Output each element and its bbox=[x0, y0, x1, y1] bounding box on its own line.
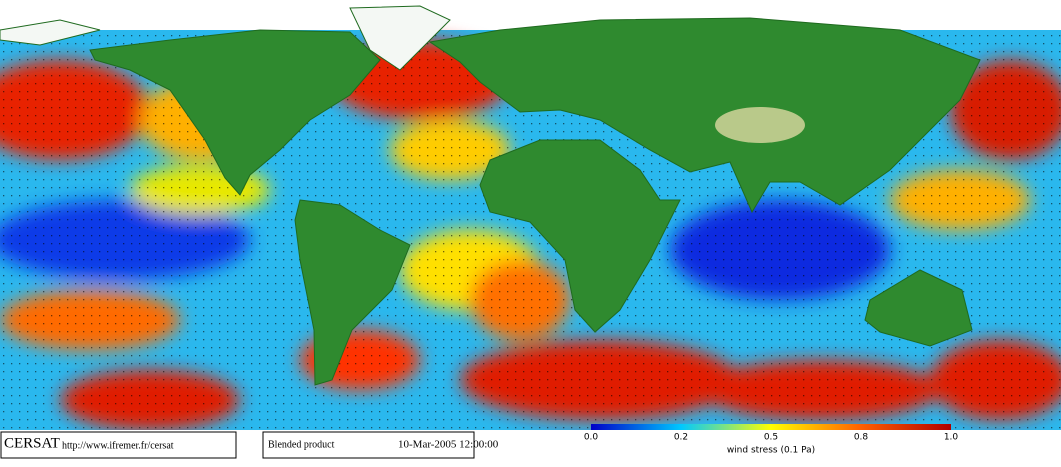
colorbar bbox=[591, 424, 951, 430]
colorbar-tick-label: 0.5 bbox=[764, 433, 778, 443]
date: 10-Mar-2005 12:00:00 bbox=[398, 439, 499, 451]
colorbar-tick-label: 0.8 bbox=[854, 433, 869, 443]
brand-box bbox=[0, 431, 237, 459]
product-box bbox=[262, 431, 475, 459]
colorbar-tick-label: 1.0 bbox=[944, 433, 959, 443]
url: http://www.ifremer.fr/cersat bbox=[62, 440, 174, 451]
continents bbox=[0, 5, 981, 386]
colorbar-label: wind stress (0.1 Pa) bbox=[727, 446, 815, 456]
brand: CERSAT bbox=[4, 435, 60, 451]
colorbar-tick-label: 0.0 bbox=[584, 433, 599, 443]
colorbar-tick-label: 0.2 bbox=[674, 433, 688, 443]
colorbar-ticks: 0.0 0.2 0.5 0.8 1.0 bbox=[584, 433, 959, 443]
product: Blended product bbox=[268, 439, 335, 450]
